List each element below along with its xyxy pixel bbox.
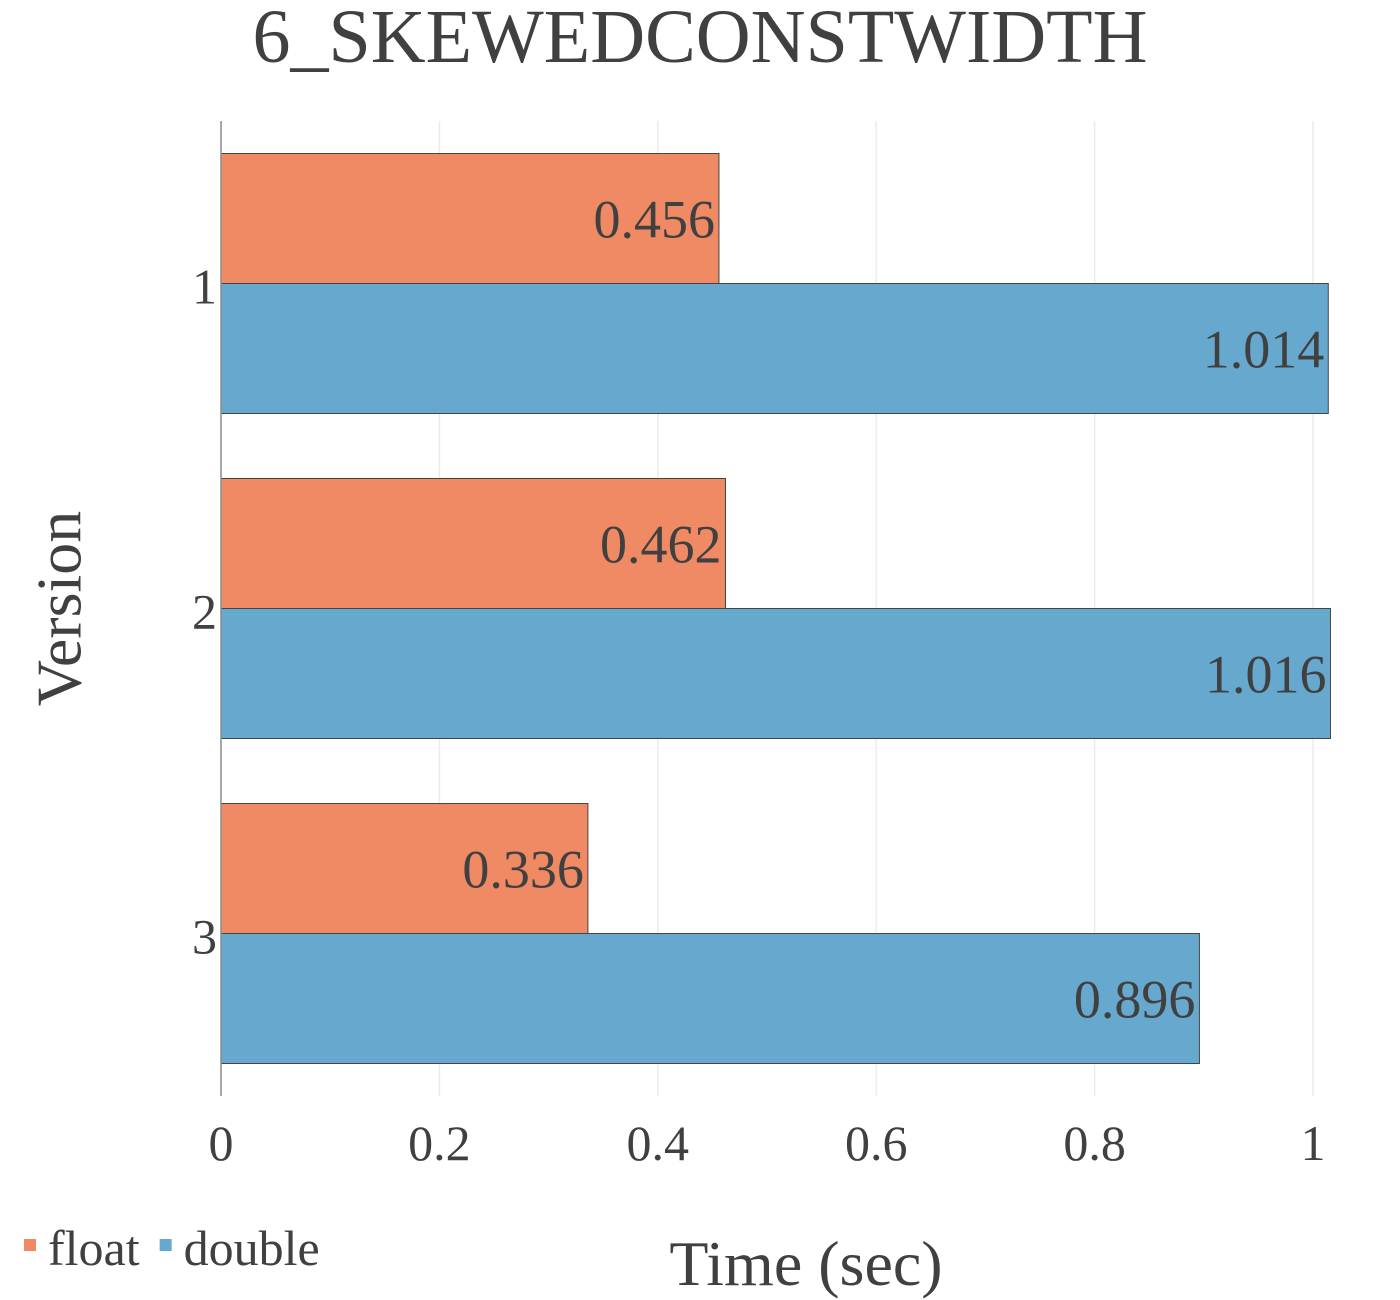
bar-double: [220, 933, 1200, 1064]
y-tick-label: 1: [192, 259, 217, 315]
x-tick-label: 0.4: [627, 1115, 690, 1171]
x-tick-labels: 0 0.2 0.4 0.6 0.8 1: [209, 1115, 1326, 1171]
legend: float double: [24, 1220, 320, 1276]
y-tick-labels: 1 2 3: [192, 259, 217, 965]
x-tick-label: 0: [209, 1115, 234, 1171]
legend-swatch-float: [24, 1239, 36, 1251]
x-axis-title: Time (sec): [669, 1228, 942, 1299]
legend-label-double: double: [184, 1220, 320, 1276]
y-axis-title: Version: [24, 511, 95, 707]
x-tick-label: 0.2: [408, 1115, 471, 1171]
x-tick-label: 0.6: [845, 1115, 908, 1171]
bars: [220, 153, 1331, 1064]
legend-swatch-double: [159, 1239, 172, 1251]
x-tick-label: 1: [1301, 1115, 1326, 1171]
x-tick-label: 0.8: [1063, 1115, 1126, 1171]
chart-title: 6_SKEWEDCONSTWIDTH: [252, 0, 1147, 79]
data-label: 1.016: [1205, 645, 1327, 705]
data-labels: 0.456 1.014 0.462 1.016 0.336 0.896: [462, 190, 1326, 1030]
y-tick-label: 3: [192, 909, 217, 965]
data-label: 0.336: [462, 840, 584, 900]
data-label: 0.896: [1074, 970, 1196, 1030]
bar-double: [220, 608, 1331, 739]
legend-label-float: float: [48, 1220, 140, 1276]
data-label: 1.014: [1203, 320, 1325, 380]
bar-float: [220, 153, 720, 284]
data-label: 0.462: [600, 515, 722, 575]
y-tick-label: 2: [192, 584, 217, 640]
bar-double: [220, 283, 1329, 414]
bar-float: [220, 803, 589, 934]
data-label: 0.456: [593, 190, 715, 250]
